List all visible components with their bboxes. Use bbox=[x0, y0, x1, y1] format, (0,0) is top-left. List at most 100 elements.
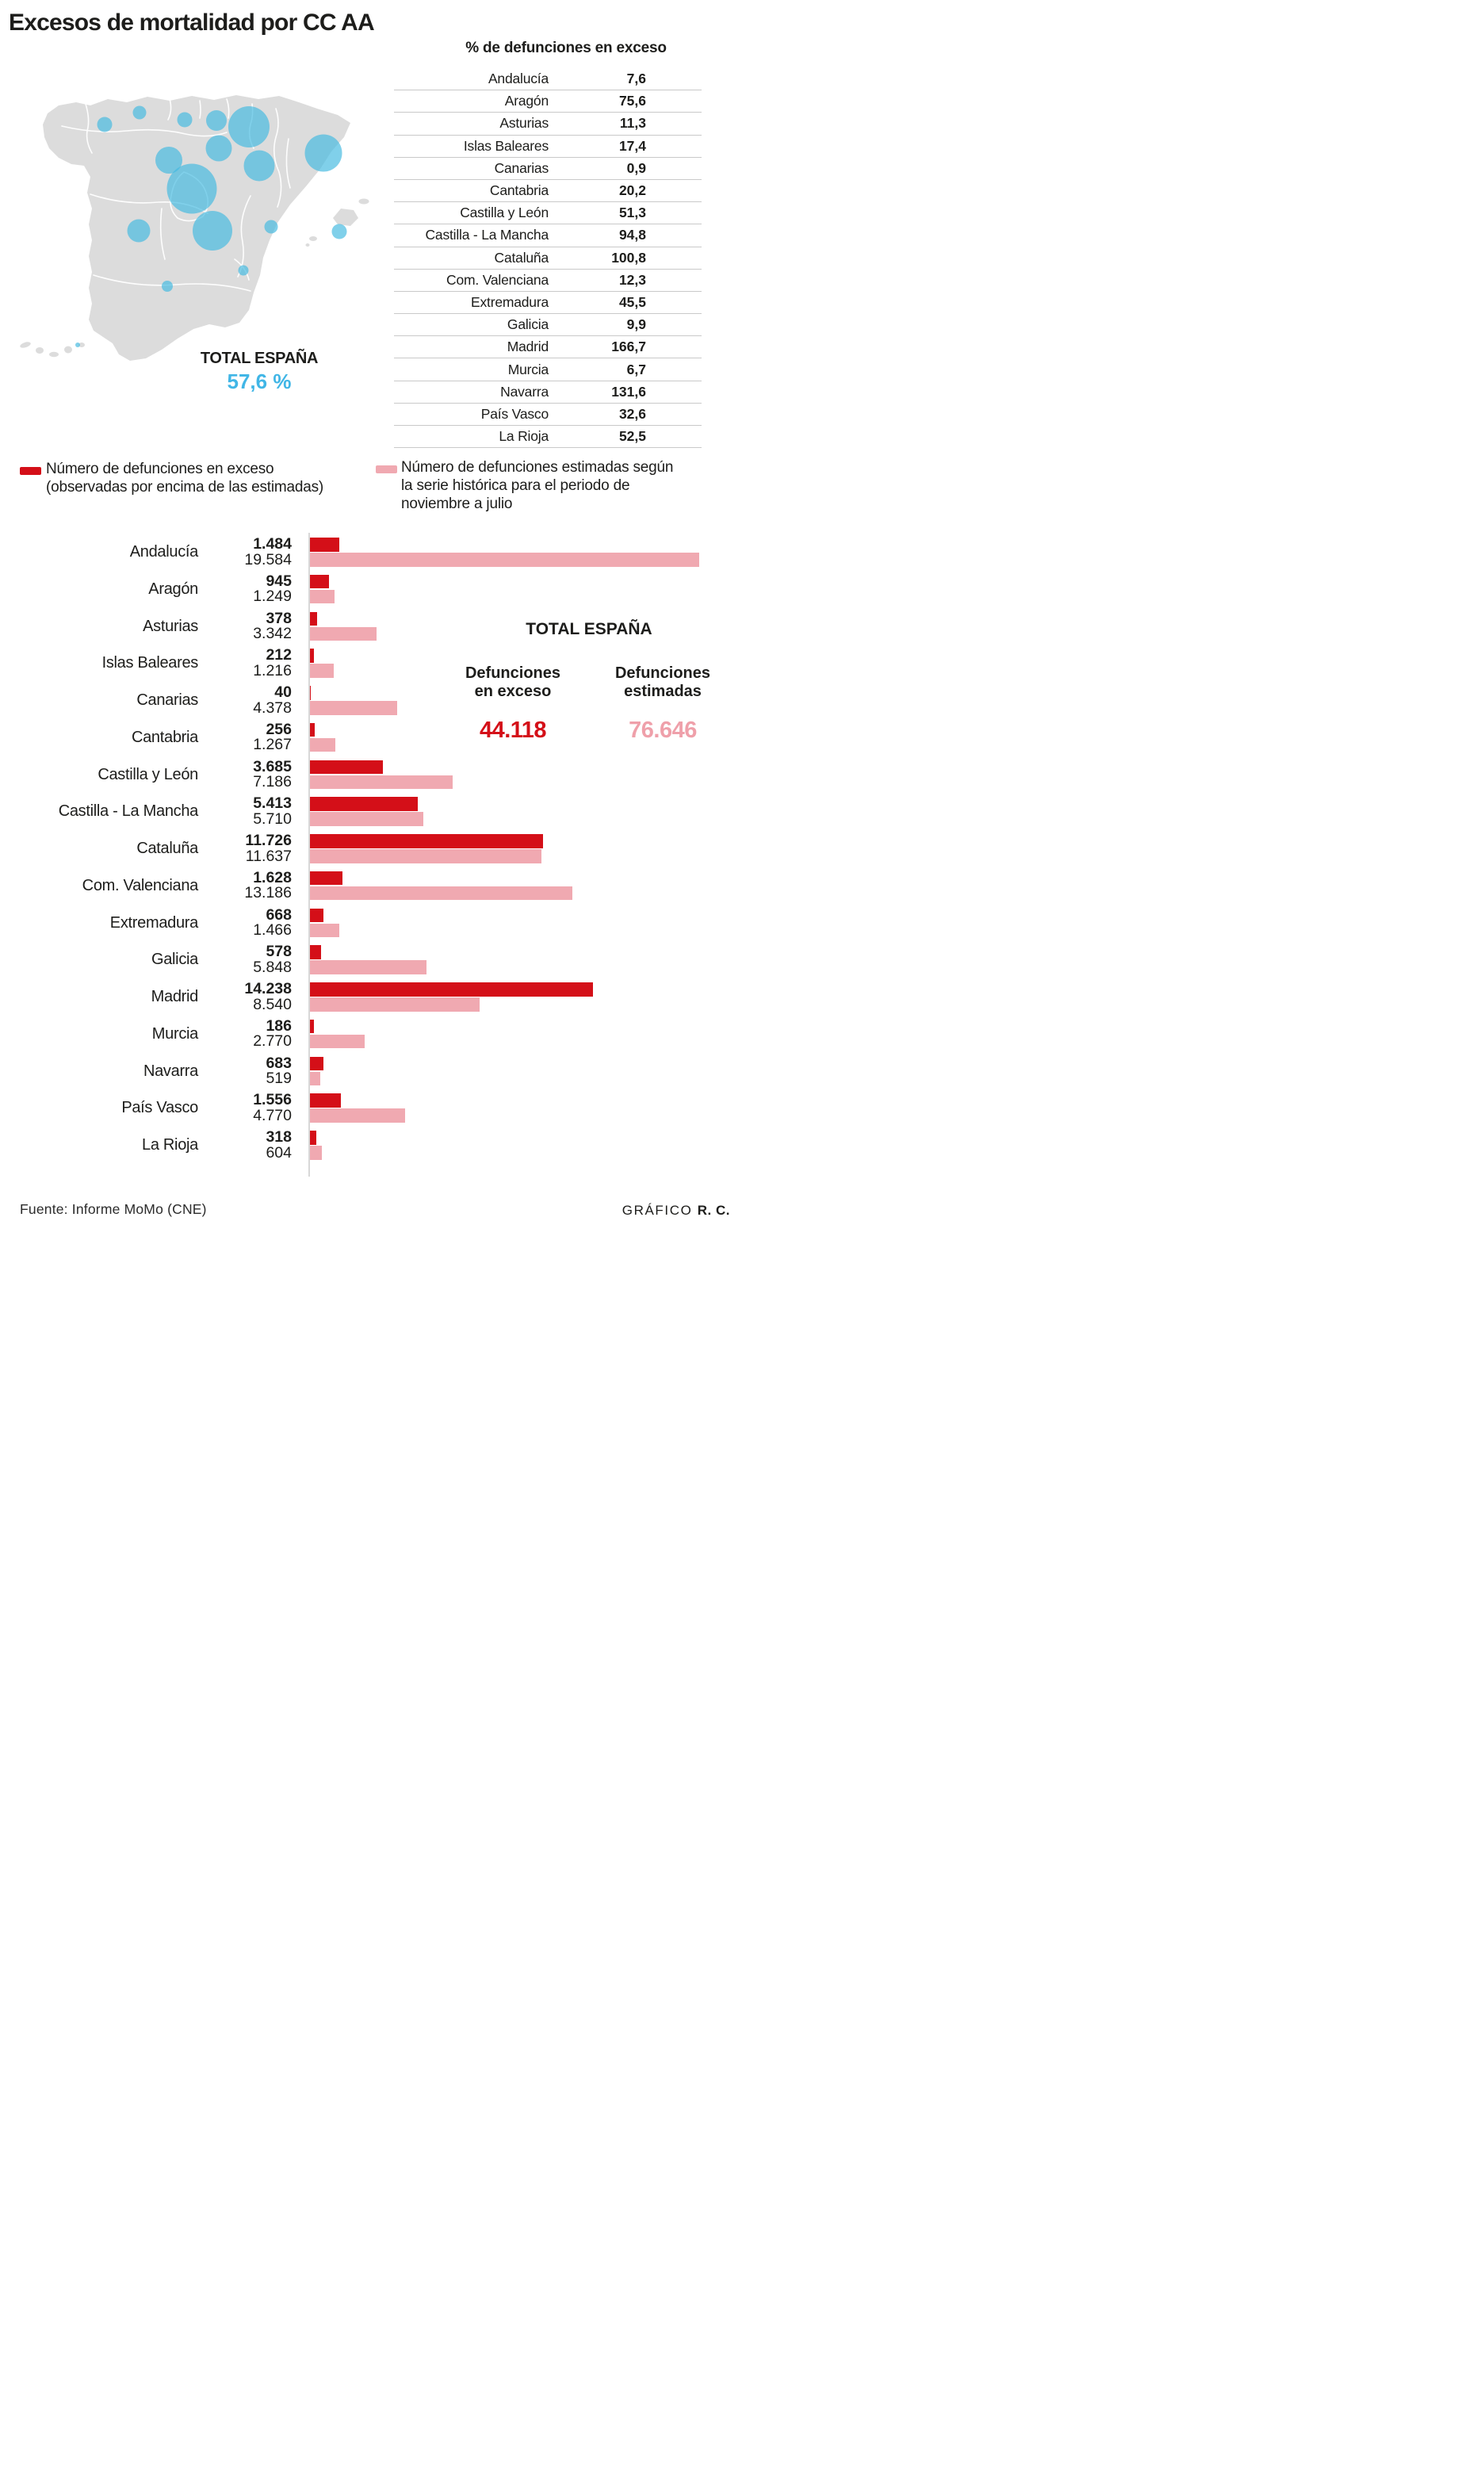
map-bubble bbox=[238, 265, 249, 276]
estimated-value-label: 2.770 bbox=[253, 1032, 292, 1051]
bar-excess bbox=[310, 982, 593, 997]
bar-excess bbox=[310, 1093, 341, 1108]
chart-region-label: Navarra bbox=[143, 1062, 198, 1080]
chart-row: Madrid 14.238 8.540 bbox=[0, 981, 742, 1013]
estimated-value-label: 4.378 bbox=[253, 699, 292, 717]
legend-swatch-estimated bbox=[376, 465, 397, 473]
map-bubble bbox=[205, 135, 232, 162]
estimated-value-label: 8.540 bbox=[253, 995, 292, 1013]
bar-excess bbox=[310, 760, 384, 774]
region-pct-value: 17,4 bbox=[618, 137, 646, 154]
chart-values: 578 5.848 bbox=[205, 944, 292, 975]
pct-table-header: % de defunciones en exceso bbox=[465, 40, 667, 56]
map-bubble bbox=[97, 117, 113, 132]
legend-estimated-line3: noviembre a julio bbox=[401, 496, 513, 512]
chart-values: 5.413 5.710 bbox=[205, 795, 292, 827]
chart-region-label: Murcia bbox=[151, 1024, 199, 1043]
legend-excess-line2: (observadas por encima de las estimadas) bbox=[46, 479, 324, 496]
bar-excess bbox=[310, 574, 329, 589]
estimated-value-label: 3.342 bbox=[253, 625, 292, 642]
spain-bubble-map bbox=[20, 95, 369, 361]
totals-col2-line1: Defunciones bbox=[614, 664, 711, 682]
region-label: La Rioja bbox=[499, 428, 549, 445]
chart-region-label: Madrid bbox=[151, 988, 199, 1005]
chart-region-label: Islas Baleares bbox=[101, 654, 199, 672]
region-label: Galicia bbox=[507, 316, 549, 333]
region-pct-value: 51,3 bbox=[618, 205, 646, 221]
chart-values: 1.628 13.186 bbox=[205, 870, 292, 901]
map-bubble bbox=[127, 219, 151, 243]
region-label: Murcia bbox=[507, 361, 549, 377]
estimated-value-label: 4.770 bbox=[253, 1106, 292, 1124]
table-row: Extremadura 45,5 bbox=[394, 292, 702, 315]
map-bubble bbox=[75, 343, 80, 347]
chart-row: Galicia 578 5.848 bbox=[0, 944, 742, 976]
excess-value-label: 378 bbox=[266, 609, 292, 627]
bar-estimated bbox=[310, 923, 339, 937]
legend-estimated-line1: Número de defunciones estimadas según bbox=[401, 459, 674, 476]
region-label: Madrid bbox=[507, 339, 549, 355]
chart-row: Murcia 186 2.770 bbox=[0, 1018, 742, 1051]
table-row: Andalucía 7,6 bbox=[394, 68, 702, 91]
chart-region-label: Canarias bbox=[136, 691, 198, 709]
bubble-layer bbox=[75, 105, 347, 347]
table-row: Com. Valenciana 12,3 bbox=[394, 270, 702, 292]
legend-estimated: Número de defunciones estimadas según la… bbox=[401, 458, 734, 513]
chart-values: 1.484 19.584 bbox=[205, 536, 292, 568]
table-row: Castilla y León 51,3 bbox=[394, 202, 702, 225]
chart-axis-line bbox=[308, 533, 310, 1177]
chart-values: 3.685 7.186 bbox=[205, 759, 292, 790]
map-bubble bbox=[243, 150, 275, 182]
bar-excess bbox=[310, 908, 323, 922]
bar-estimated bbox=[310, 886, 572, 901]
totals-col2-line2: estimadas bbox=[624, 683, 702, 700]
region-label: Islas Baleares bbox=[463, 137, 549, 154]
table-row: Madrid 166,7 bbox=[394, 336, 702, 359]
chart-region-label: La Rioja bbox=[142, 1136, 198, 1154]
bar-estimated bbox=[310, 960, 426, 974]
chart-region-label: Castilla y León bbox=[98, 765, 198, 783]
totals-estimated-value: 76.646 bbox=[629, 718, 697, 743]
map-bubble bbox=[228, 106, 270, 147]
bar-excess bbox=[310, 945, 322, 959]
bar-excess bbox=[310, 1019, 314, 1034]
bar-estimated bbox=[310, 1071, 320, 1085]
chart-region-label: Castilla - La Mancha bbox=[58, 802, 199, 821]
chart-values: 945 1.249 bbox=[205, 573, 292, 605]
bar-estimated bbox=[310, 775, 453, 789]
credit-note: GRÁFICO R. C. bbox=[622, 1203, 730, 1219]
region-pct-value: 45,5 bbox=[618, 293, 646, 310]
chart-values: 1.556 4.770 bbox=[205, 1092, 292, 1123]
map-bubble bbox=[155, 147, 182, 174]
source-note: Fuente: Informe MoMo (CNE) bbox=[20, 1201, 207, 1217]
region-pct-value: 166,7 bbox=[611, 339, 646, 355]
excess-value-label: 3.685 bbox=[253, 757, 292, 775]
bar-estimated bbox=[310, 849, 541, 863]
bar-estimated bbox=[310, 626, 377, 641]
region-label: Navarra bbox=[500, 383, 549, 400]
chart-values: 318 604 bbox=[205, 1129, 292, 1161]
bar-excess bbox=[310, 686, 311, 700]
chart-region-label: Com. Valenciana bbox=[82, 876, 199, 894]
legend-swatch-excess bbox=[20, 467, 41, 475]
bar-estimated bbox=[310, 1108, 405, 1123]
chart-region-label: Extremadura bbox=[109, 913, 199, 932]
excess-value-label: 256 bbox=[266, 720, 292, 738]
excess-value-label: 40 bbox=[274, 683, 292, 701]
table-row: Murcia 6,7 bbox=[394, 358, 702, 381]
estimated-value-label: 1.466 bbox=[253, 921, 292, 939]
region-label: Extremadura bbox=[471, 293, 549, 310]
chart-values: 40 4.378 bbox=[205, 684, 292, 716]
map-bubble bbox=[162, 281, 173, 292]
chart-values: 683 519 bbox=[205, 1055, 292, 1087]
chart-values: 668 1.466 bbox=[205, 907, 292, 939]
totals-col1-line1: Defunciones bbox=[465, 664, 561, 682]
bar-estimated bbox=[310, 1146, 323, 1160]
excess-value-label: 578 bbox=[266, 943, 292, 961]
region-label: Canarias bbox=[494, 159, 549, 176]
map-total-label: TOTAL ESPAÑA bbox=[200, 350, 319, 367]
excess-value-label: 1.628 bbox=[253, 868, 292, 886]
region-pct-value: 20,2 bbox=[618, 182, 646, 199]
bar-estimated bbox=[310, 812, 424, 826]
chart-values: 378 3.342 bbox=[205, 611, 292, 642]
